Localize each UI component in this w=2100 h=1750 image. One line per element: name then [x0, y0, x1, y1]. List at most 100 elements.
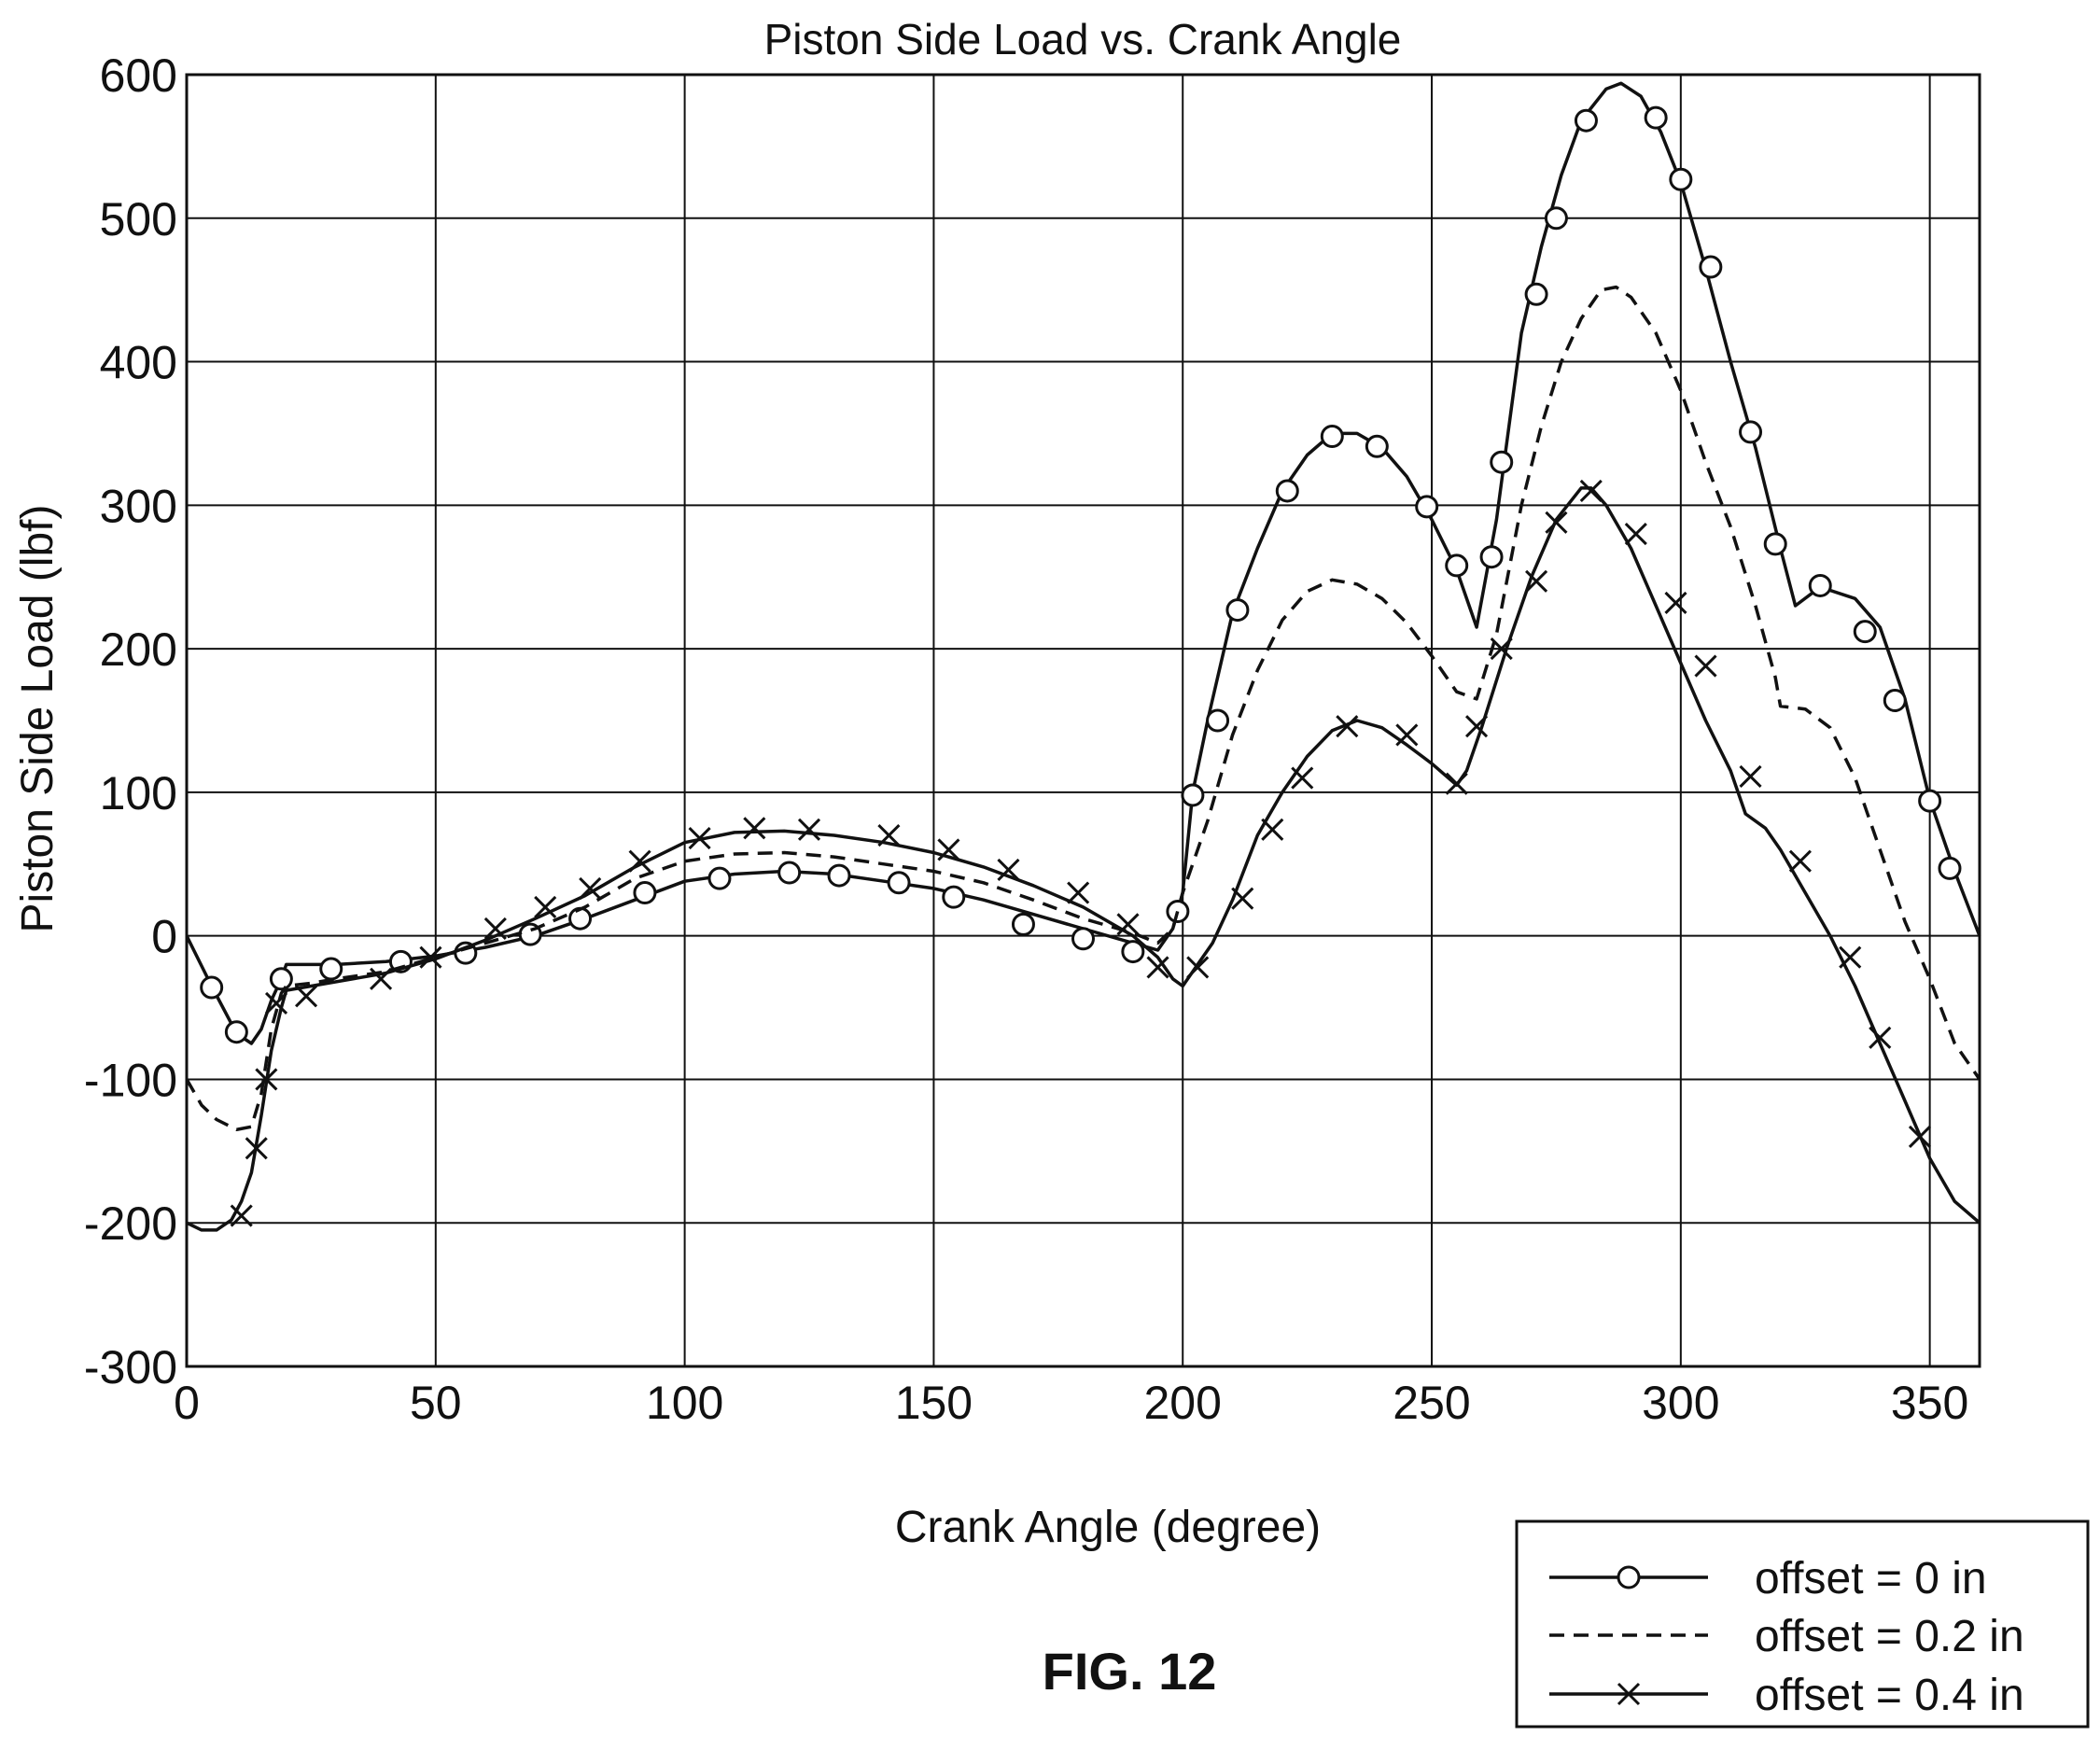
y-tick-label: 600 [100, 49, 177, 102]
data-point [1699, 255, 1723, 279]
legend-label-1: offset = 0.2 in [1755, 1612, 2024, 1661]
data-point [1071, 927, 1095, 951]
data-point [1490, 637, 1513, 661]
data-point [483, 917, 507, 941]
series-0 [185, 81, 1981, 1045]
data-point [269, 967, 293, 991]
legend-items: offset = 0 in offset = 0.2 in offset = 0.4… [1549, 1554, 2024, 1720]
data-point [1669, 167, 1693, 191]
data-point [1869, 1026, 1892, 1049]
grid [187, 75, 1980, 1366]
y-tick-label: -300 [84, 1341, 177, 1393]
legend-label-0: offset = 0 in [1755, 1554, 1987, 1603]
x-axis-label: Crank Angle (degree) [895, 1503, 1321, 1552]
y-tick-label: 0 [151, 911, 177, 963]
data-point [1938, 856, 1962, 880]
x-tick-labels: 0 50 100 150 200 250 300 350 [174, 1377, 1968, 1429]
data-point [1225, 598, 1250, 623]
data-point [1320, 425, 1344, 449]
data-point [1524, 282, 1548, 306]
data-point [1525, 569, 1548, 593]
data-point [230, 1204, 253, 1227]
data-point [1231, 887, 1254, 910]
data-point [1853, 620, 1877, 644]
data-point [797, 818, 821, 841]
data-point [1490, 450, 1514, 474]
x-tick-label: 300 [1642, 1377, 1719, 1429]
legend-marker-2 [1617, 1682, 1641, 1706]
data-point [1067, 881, 1090, 904]
data-point [942, 885, 966, 909]
y-tick-label: 100 [100, 767, 177, 819]
data-point [224, 1020, 248, 1044]
figure-label: FIG. 12 [1043, 1642, 1217, 1701]
data-point [1146, 956, 1169, 979]
data-point [743, 817, 766, 840]
data-point [937, 838, 960, 861]
data-point [1479, 545, 1504, 569]
x-tick-label: 0 [174, 1377, 200, 1429]
legend: offset = 0 in offset = 0.2 in offset = 0.4… [1515, 1519, 2090, 1729]
x-tick-label: 200 [1144, 1377, 1222, 1429]
data-point [1464, 715, 1489, 738]
data-point [264, 991, 288, 1015]
data-point [1739, 764, 1762, 789]
x-tick-label: 350 [1891, 1377, 1968, 1429]
data-point [1415, 495, 1439, 519]
data-point [827, 863, 851, 888]
data-point [295, 985, 318, 1008]
data-point [1579, 479, 1603, 503]
legend-marker-0 [1617, 1565, 1641, 1589]
data-point [1883, 688, 1907, 712]
data-point [319, 957, 343, 981]
series-layer [185, 81, 1981, 1232]
x-tick-label: 50 [410, 1377, 462, 1429]
x-tick-label: 150 [895, 1377, 973, 1429]
series-2 [186, 479, 1981, 1232]
data-point [1918, 789, 1942, 813]
data-point [1694, 654, 1717, 678]
data-point [688, 827, 711, 850]
data-point [628, 849, 651, 873]
legend-label-2: offset = 0.4 in [1755, 1671, 2024, 1720]
data-point [997, 858, 1020, 881]
series-1 [185, 285, 1981, 1132]
data-point [1336, 715, 1359, 738]
series-line-2 [186, 486, 1981, 1232]
data-point [877, 823, 901, 847]
data-point [1624, 523, 1647, 546]
data-point [1445, 772, 1468, 795]
data-point [1545, 511, 1568, 534]
data-point [777, 861, 802, 885]
data-point [1664, 591, 1687, 614]
data-point [568, 906, 593, 931]
data-point [1788, 849, 1812, 873]
data-point [1261, 818, 1284, 841]
data-point [1763, 532, 1787, 556]
data-point [1365, 434, 1389, 458]
y-tick-label: -100 [84, 1054, 177, 1106]
data-point [1275, 479, 1299, 503]
y-tick-label: 200 [100, 623, 177, 676]
data-point [419, 945, 442, 969]
data-point [633, 881, 657, 905]
data-point [370, 967, 393, 990]
data-point [1116, 913, 1140, 936]
y-axis-label: Piston Side Load (lbf) [13, 505, 63, 933]
data-point [1544, 206, 1568, 231]
data-point [1395, 723, 1419, 747]
data-point [534, 895, 557, 918]
data-point [1181, 783, 1205, 807]
data-point [255, 1068, 278, 1091]
series-line-1 [185, 285, 1981, 1132]
data-point [1908, 1125, 1932, 1149]
x-tick-label: 100 [646, 1377, 723, 1429]
y-tick-labels: -300 -200 -100 0 100 200 300 400 500 600 [84, 49, 177, 1393]
data-point [1445, 553, 1469, 578]
y-tick-label: 500 [100, 193, 177, 245]
data-point [1644, 105, 1668, 130]
data-point [887, 871, 911, 895]
data-point [1574, 108, 1598, 133]
plot-frame [185, 73, 1981, 1368]
